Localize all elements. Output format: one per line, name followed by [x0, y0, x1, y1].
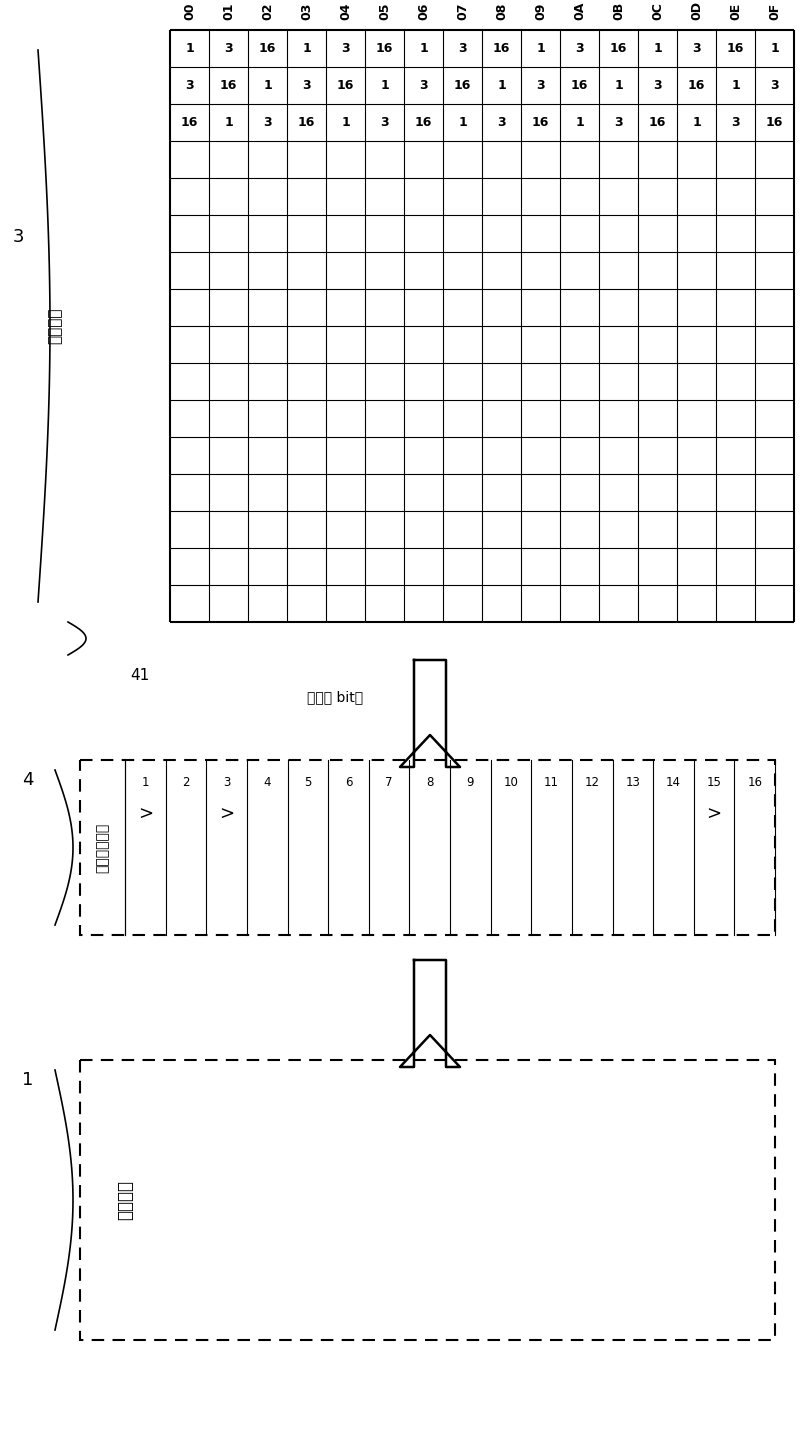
Text: 7: 7 — [386, 775, 393, 788]
Text: 3: 3 — [575, 42, 584, 55]
Text: 06: 06 — [417, 3, 430, 20]
Text: 10: 10 — [503, 775, 518, 788]
Polygon shape — [400, 659, 460, 766]
Text: 3: 3 — [419, 80, 428, 93]
Text: 1: 1 — [142, 775, 149, 788]
Text: 00: 00 — [183, 3, 196, 20]
Text: 1: 1 — [653, 42, 662, 55]
Text: 1: 1 — [692, 116, 701, 129]
Text: 1: 1 — [497, 80, 506, 93]
Text: 3: 3 — [497, 116, 506, 129]
Text: 16: 16 — [415, 116, 432, 129]
Text: 16: 16 — [747, 775, 762, 788]
Text: （地址）: （地址） — [47, 308, 62, 344]
Text: 3: 3 — [341, 42, 350, 55]
Text: 1: 1 — [731, 80, 740, 93]
Text: 5: 5 — [304, 775, 311, 788]
Text: 0F: 0F — [768, 3, 781, 20]
Text: 4: 4 — [263, 775, 271, 788]
Text: 1: 1 — [22, 1071, 34, 1089]
Text: 16: 16 — [727, 42, 744, 55]
Text: 12: 12 — [585, 775, 600, 788]
Text: 1: 1 — [614, 80, 623, 93]
Text: 16: 16 — [493, 42, 510, 55]
Text: 3: 3 — [12, 228, 24, 246]
Text: 3: 3 — [380, 116, 389, 129]
Text: 15: 15 — [706, 775, 722, 788]
Text: 侦测信道模块: 侦测信道模块 — [95, 823, 109, 872]
Text: 01: 01 — [222, 3, 235, 20]
Text: 0D: 0D — [690, 1, 703, 20]
Text: 1: 1 — [458, 116, 467, 129]
Text: 6: 6 — [345, 775, 352, 788]
Text: 16: 16 — [298, 116, 315, 129]
Text: 16: 16 — [259, 42, 276, 55]
Polygon shape — [400, 960, 460, 1067]
Text: 4: 4 — [22, 771, 34, 790]
Text: 3: 3 — [263, 116, 272, 129]
Text: 9: 9 — [466, 775, 474, 788]
Text: 3: 3 — [731, 116, 740, 129]
Text: 1: 1 — [419, 42, 428, 55]
Text: 8: 8 — [426, 775, 434, 788]
Text: 3: 3 — [302, 80, 311, 93]
Text: 2: 2 — [182, 775, 190, 788]
Text: 3: 3 — [692, 42, 701, 55]
Text: 16: 16 — [649, 116, 666, 129]
Text: 16: 16 — [532, 116, 549, 129]
Text: 13: 13 — [626, 775, 640, 788]
Text: 1: 1 — [380, 80, 389, 93]
Text: 3: 3 — [653, 80, 662, 93]
Text: 1: 1 — [185, 42, 194, 55]
Text: 外部装置: 外部装置 — [116, 1180, 134, 1220]
Text: 1: 1 — [341, 116, 350, 129]
Text: 0C: 0C — [651, 1, 664, 20]
Text: 02: 02 — [261, 3, 274, 20]
Text: 0B: 0B — [612, 1, 625, 20]
Text: 41: 41 — [130, 668, 150, 683]
Text: 3: 3 — [223, 775, 230, 788]
Text: 16: 16 — [454, 80, 471, 93]
Text: 11: 11 — [544, 775, 559, 788]
Text: >: > — [706, 805, 722, 824]
Text: 16: 16 — [688, 80, 705, 93]
Text: 1: 1 — [224, 116, 233, 129]
Text: （位元 bit）: （位元 bit） — [307, 691, 363, 704]
Text: 04: 04 — [339, 3, 352, 20]
Text: 16: 16 — [337, 80, 354, 93]
Text: 1: 1 — [263, 80, 272, 93]
Text: 16: 16 — [220, 80, 237, 93]
Text: 3: 3 — [614, 116, 623, 129]
Text: 16: 16 — [766, 116, 783, 129]
Text: 07: 07 — [456, 3, 469, 20]
Text: 0E: 0E — [729, 3, 742, 20]
Text: 05: 05 — [378, 3, 391, 20]
Text: 09: 09 — [534, 3, 547, 20]
Text: 1: 1 — [536, 42, 545, 55]
Text: >: > — [219, 805, 234, 824]
Text: >: > — [138, 805, 153, 824]
Text: 3: 3 — [185, 80, 194, 93]
Text: 0A: 0A — [573, 1, 586, 20]
Text: 1: 1 — [302, 42, 311, 55]
Text: 16: 16 — [181, 116, 198, 129]
Text: 16: 16 — [376, 42, 393, 55]
Text: 08: 08 — [495, 3, 508, 20]
Text: 3: 3 — [224, 42, 233, 55]
Text: 1: 1 — [575, 116, 584, 129]
Text: 3: 3 — [458, 42, 467, 55]
Text: 3: 3 — [536, 80, 545, 93]
Text: 16: 16 — [571, 80, 588, 93]
Text: 03: 03 — [300, 3, 313, 20]
Text: 3: 3 — [770, 80, 779, 93]
Text: 16: 16 — [610, 42, 627, 55]
Text: 1: 1 — [770, 42, 779, 55]
Text: 14: 14 — [666, 775, 681, 788]
